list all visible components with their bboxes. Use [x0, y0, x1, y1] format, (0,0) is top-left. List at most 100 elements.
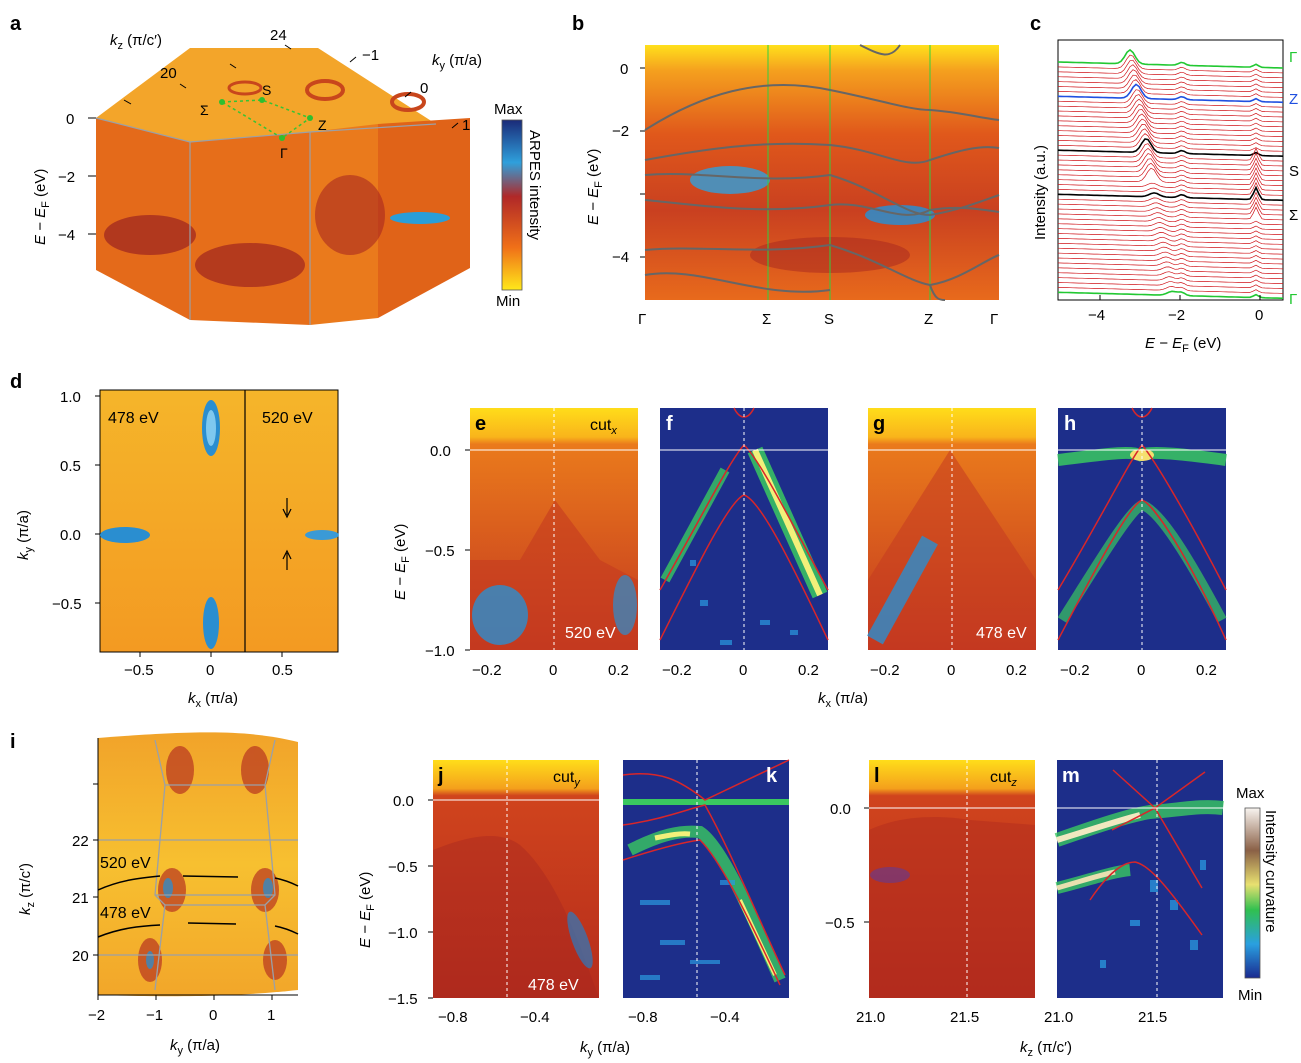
panel-label-l: l [874, 765, 880, 787]
m-colorbar-max: Max [1236, 785, 1265, 802]
f-xtick: −0.2 [662, 662, 692, 679]
a-ky-label: ky (π/a) [432, 52, 482, 72]
h-xtick: 0 [1137, 662, 1145, 679]
panel-label-g: g [873, 413, 885, 435]
l-xtick: 21.0 [856, 1009, 885, 1026]
edc-curve [1057, 201, 1284, 216]
edc-curve [1057, 236, 1284, 245]
i-xtick: −1 [146, 1007, 163, 1024]
i-ylabel: kz (π/c′) [17, 863, 37, 915]
a-ytick: 0 [66, 111, 74, 128]
panel-label-b: b [572, 13, 584, 35]
efgh-ytick: −0.5 [425, 543, 455, 560]
hs-point-s [259, 97, 265, 103]
i-energy-top: 520 eV [100, 855, 151, 872]
i-ytick: 22 [72, 833, 89, 850]
jk-ylabel: E − EF (eV) [357, 872, 377, 948]
panel-d: d 478 eV 520 eV 1.0 0.5 0.0 −0.5 ky (π/a… [10, 371, 339, 710]
d-xtick: 0 [206, 662, 214, 679]
panels-efgh: e cutx 520 eV 0.0 −0.5 −1.0 E − EF (eV) … [392, 407, 1227, 710]
e-xtick: 0 [549, 662, 557, 679]
d-energy-right: 520 eV [262, 410, 313, 427]
a-ytick: −4 [58, 227, 75, 244]
f-band [660, 467, 730, 583]
label-sigma: Σ [200, 102, 209, 118]
c-ylabel: Intensity (a.u.) [1032, 145, 1049, 240]
j-feature-blue [567, 911, 593, 969]
a-colorbar-max: Max [494, 101, 523, 118]
a-ylabel: E − EF (eV) [32, 169, 52, 245]
b-xpoint: S [824, 311, 834, 328]
a-ky-tick: 0 [420, 80, 428, 97]
cube-feature [195, 243, 305, 287]
g-energy: 478 eV [976, 625, 1027, 642]
d-energy-left: 478 eV [108, 410, 159, 427]
c-xtick: 0 [1255, 307, 1263, 324]
d-ytick: 0.0 [60, 527, 81, 544]
d-arrows [282, 498, 292, 570]
e-cut-label: cutx [590, 417, 617, 437]
j-xtick: −0.4 [520, 1009, 550, 1026]
c-xtick: −4 [1088, 307, 1105, 324]
edc-curve [1057, 128, 1284, 147]
l-feature [870, 867, 910, 883]
jk-ytick: −0.5 [388, 859, 418, 876]
i-bz-grid [98, 739, 298, 991]
edc-curve [1057, 181, 1284, 196]
edc-curve [1057, 271, 1284, 280]
j-feature [433, 835, 599, 998]
edc-curve [1057, 246, 1284, 255]
b-hs-lines [767, 45, 931, 300]
f-band-core [752, 448, 823, 597]
panel-label-d: d [10, 371, 22, 393]
d-ytick: 1.0 [60, 389, 81, 406]
g-feature [868, 450, 1036, 650]
efgh-ytick: −1.0 [425, 643, 455, 660]
a-ytick-marks [88, 117, 96, 235]
edc-curve [1057, 54, 1284, 74]
label-s: S [262, 82, 271, 98]
a-ky-tickmarks [349, 56, 459, 129]
c-xtick: −2 [1168, 307, 1185, 324]
f-xtick: 0.2 [798, 662, 819, 679]
cube-edges [95, 117, 437, 325]
lm-ytick: 0.0 [830, 801, 851, 818]
d-xlabel: kx (π/a) [188, 690, 238, 710]
g-feature-blue [867, 535, 938, 645]
edc-curve [1057, 143, 1284, 162]
i-map [98, 732, 298, 997]
d-pocket [100, 527, 150, 543]
d-pocket [203, 597, 219, 649]
i-pockets-blue [146, 878, 273, 969]
a-kz-tickmarks [123, 44, 292, 105]
panel-a: a Σ S Z Γ 0 −2 −4 [10, 13, 543, 325]
b-blob [690, 166, 770, 194]
hs-point-sigma [219, 99, 225, 105]
edc-curve [1057, 59, 1284, 79]
b-ytick-marks [640, 67, 645, 258]
jk-ytick: −1.0 [388, 925, 418, 942]
j-energy: 478 eV [528, 977, 579, 994]
cube-front-face [190, 132, 310, 325]
cube-top-face [96, 48, 436, 142]
m-speckle [1100, 860, 1206, 968]
jk-ytick: −1.5 [388, 991, 418, 1008]
k-fit-curves [622, 759, 790, 986]
d-pocket [305, 530, 339, 540]
edc-curve [1057, 158, 1284, 177]
k-xtick: −0.4 [710, 1009, 740, 1026]
a-colorbar [501, 119, 523, 291]
k-band-core [654, 831, 691, 841]
edc-curve [1057, 69, 1284, 88]
panel-c: c Intensity (a.u.) −4 −2 0 E − EF (eV) Γ… [1030, 13, 1299, 355]
edc-curve [1057, 232, 1284, 240]
panel-label-j: j [437, 765, 444, 787]
edc-curve [1057, 217, 1284, 226]
efgh-ytick: 0.0 [430, 443, 451, 460]
b-ylabel: E − EF (eV) [585, 149, 605, 225]
i-xtick: 0 [209, 1007, 217, 1024]
edc-curve [1057, 133, 1284, 152]
b-xpoint: Γ [638, 311, 646, 328]
jk-xlabel: ky (π/a) [580, 1039, 630, 1059]
